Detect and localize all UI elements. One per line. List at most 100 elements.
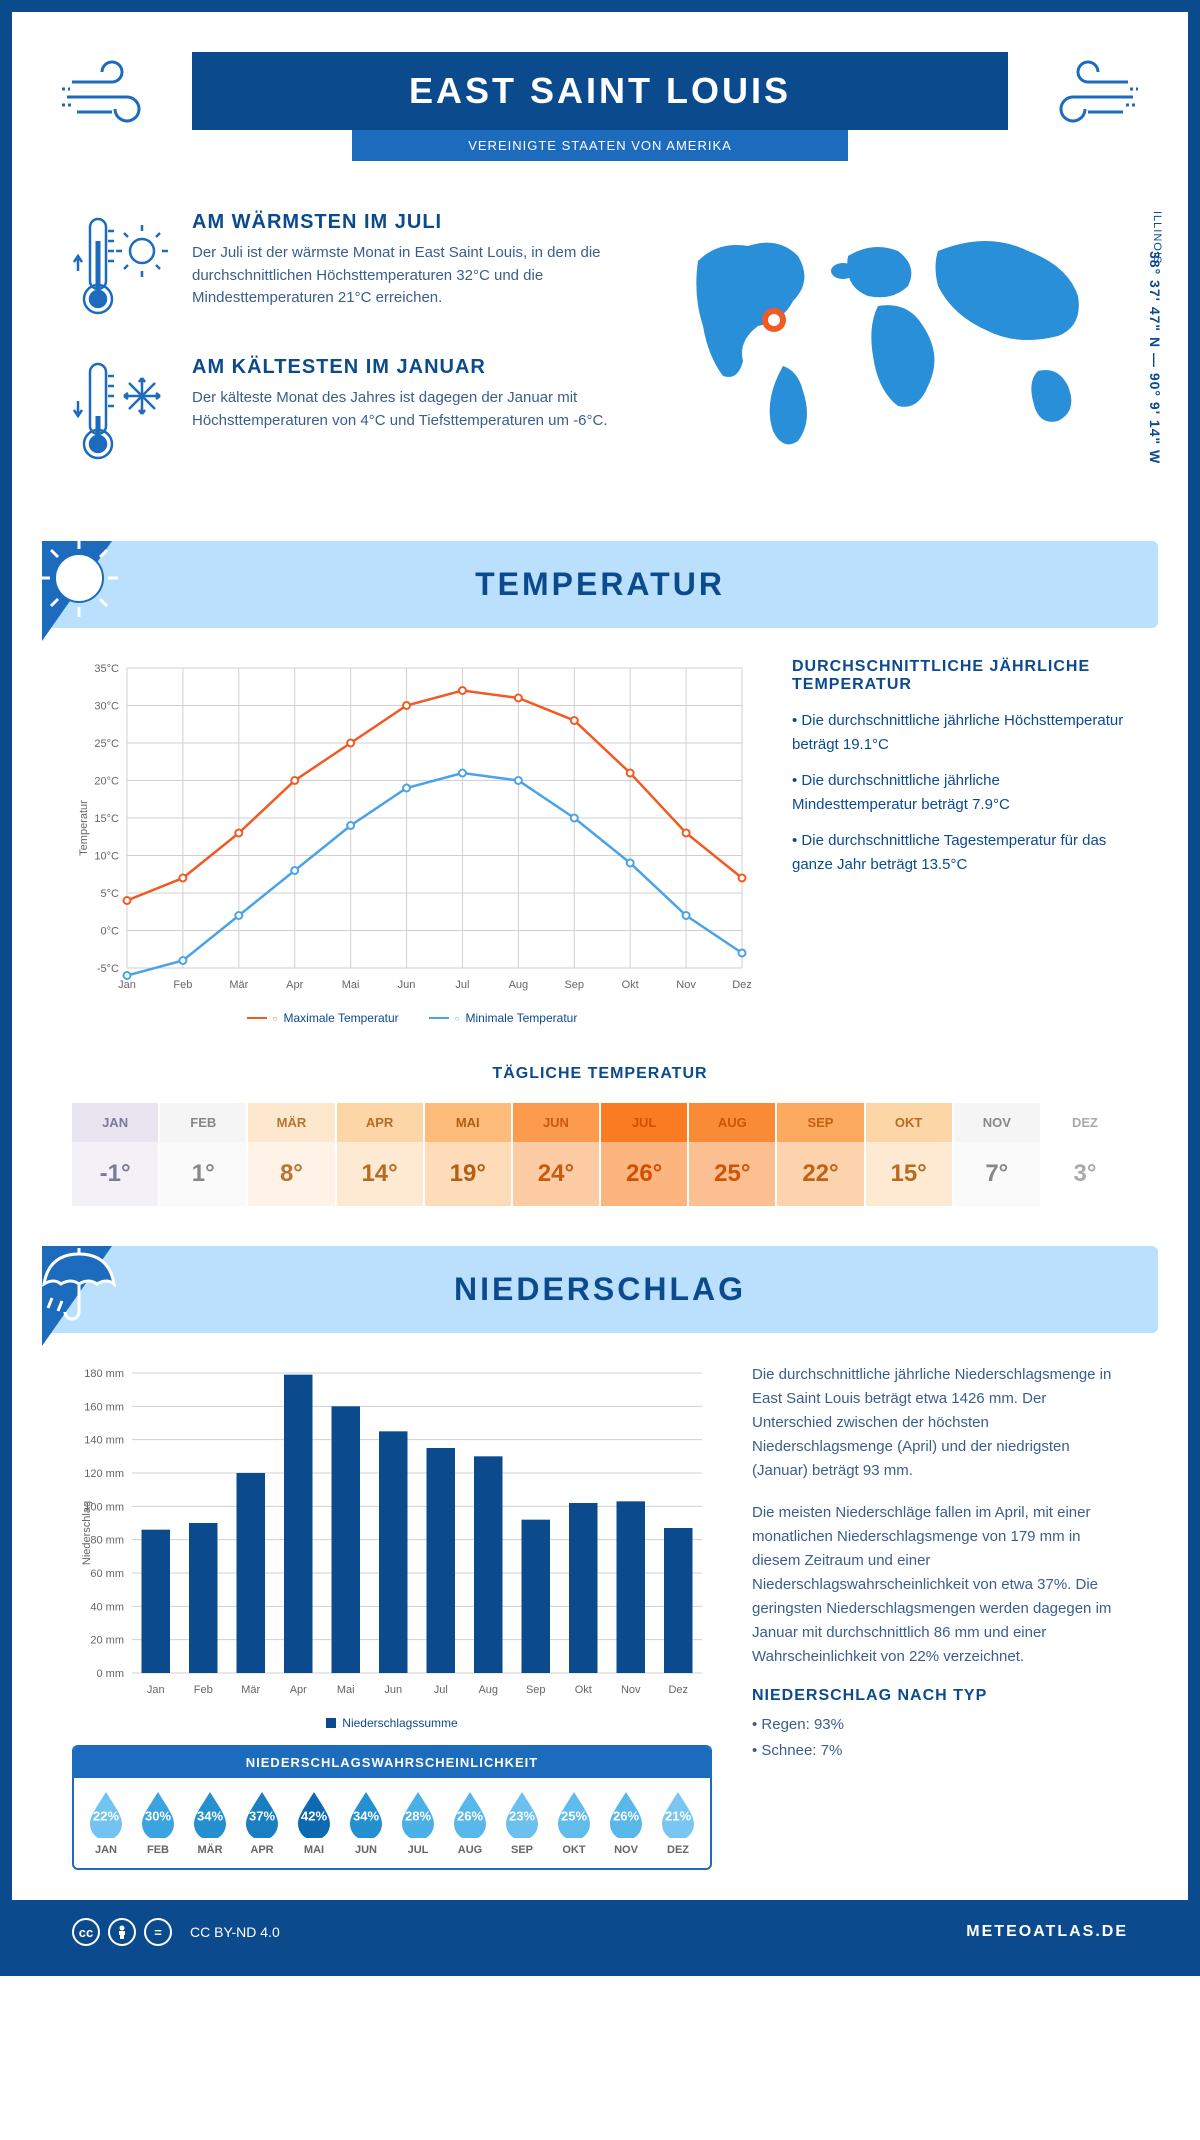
- precip-legend-label: Niederschlagssumme: [342, 1716, 457, 1730]
- svg-text:Feb: Feb: [173, 979, 192, 991]
- svg-text:180 mm: 180 mm: [84, 1368, 124, 1380]
- svg-text:40 mm: 40 mm: [90, 1601, 124, 1613]
- legend-max: Maximale Temperatur: [284, 1011, 399, 1025]
- license-icons: cc = CC BY-ND 4.0: [72, 1918, 280, 1946]
- svg-text:Okt: Okt: [622, 979, 639, 991]
- svg-text:Sep: Sep: [526, 1684, 546, 1696]
- probability-drop: 26% AUG: [446, 1790, 494, 1856]
- svg-text:10°C: 10°C: [94, 851, 119, 863]
- probability-drop: 28% JUL: [394, 1790, 442, 1856]
- precipitation-info: Die durchschnittliche jährliche Niedersc…: [752, 1363, 1128, 1870]
- precip-type-2: • Schnee: 7%: [752, 1739, 1128, 1763]
- license-text: CC BY-ND 4.0: [190, 1924, 280, 1940]
- probability-drop: 26% NOV: [602, 1790, 650, 1856]
- svg-text:Jul: Jul: [434, 1684, 448, 1696]
- world-map-icon: [668, 211, 1128, 471]
- coldest-text: Der kälteste Monat des Jahres ist dagege…: [192, 387, 608, 432]
- precipitation-chart: 0 mm20 mm40 mm60 mm80 mm100 mm120 mm140 …: [72, 1363, 712, 1870]
- precip-legend: Niederschlagssumme: [72, 1716, 712, 1730]
- footer: cc = CC BY-ND 4.0 METEOATLAS.DE: [12, 1900, 1188, 1964]
- coordinates: 38° 37' 47" N — 90° 9' 14" W: [1147, 251, 1163, 464]
- temperature-info: DURCHSCHNITTLICHE JÄHRLICHE TEMPERATUR •…: [792, 658, 1128, 1025]
- temp-cell: JUN 24°: [513, 1103, 599, 1206]
- cc-icon: cc: [72, 1918, 100, 1946]
- title-banner: EAST SAINT LOUIS: [192, 52, 1008, 130]
- svg-text:Okt: Okt: [575, 1684, 592, 1696]
- svg-text:Sep: Sep: [564, 979, 584, 991]
- coldest-content: AM KÄLTESTEN IM JANUAR Der kälteste Mona…: [192, 356, 608, 471]
- svg-text:30°C: 30°C: [94, 701, 119, 713]
- probability-drop: 22% JAN: [82, 1790, 130, 1856]
- daily-temp-title: TÄGLICHE TEMPERATUR: [72, 1065, 1128, 1083]
- svg-text:0 mm: 0 mm: [97, 1668, 125, 1680]
- temp-cell: AUG 25°: [689, 1103, 775, 1206]
- temp-bullet-2: • Die durchschnittliche jährliche Mindes…: [792, 769, 1128, 817]
- top-section: AM WÄRMSTEN IM JULI Der Juli ist der wär…: [12, 181, 1188, 541]
- probability-drop: 30% FEB: [134, 1790, 182, 1856]
- temp-cell: MAI 19°: [425, 1103, 511, 1206]
- svg-text:Nov: Nov: [676, 979, 696, 991]
- probability-drop: 34% MÄR: [186, 1790, 234, 1856]
- temp-cell: APR 14°: [337, 1103, 423, 1206]
- precip-section-title: NIEDERSCHLAG: [102, 1271, 1098, 1308]
- svg-text:Mär: Mär: [229, 979, 248, 991]
- temp-cell: JUL 26°: [601, 1103, 687, 1206]
- temp-bullet-3: • Die durchschnittliche Tagestemperatur …: [792, 829, 1128, 877]
- svg-text:140 mm: 140 mm: [84, 1435, 124, 1447]
- temperature-chart: -5°C0°C5°C10°C15°C20°C25°C30°C35°CJanFeb…: [72, 658, 752, 1025]
- svg-text:25°C: 25°C: [94, 738, 119, 750]
- probability-drop: 42% MAI: [290, 1790, 338, 1856]
- svg-text:Dez: Dez: [668, 1684, 688, 1696]
- probability-box: NIEDERSCHLAGSWAHRSCHEINLICHKEIT 22% JAN …: [72, 1745, 712, 1870]
- daily-temp-grid: JAN -1° FEB 1° MÄR 8° APR 14° MAI 19° JU…: [72, 1103, 1128, 1206]
- svg-text:Dez: Dez: [732, 979, 752, 991]
- thermometer-hot-icon: [72, 211, 172, 326]
- temp-cell: JAN -1°: [72, 1103, 158, 1206]
- svg-text:Mai: Mai: [342, 979, 360, 991]
- probability-row: 22% JAN 30% FEB 34% MÄR 37% APR: [74, 1778, 710, 1868]
- warmest-content: AM WÄRMSTEN IM JULI Der Juli ist der wär…: [192, 211, 608, 326]
- svg-text:Feb: Feb: [194, 1684, 213, 1696]
- sun-icon: [32, 531, 127, 626]
- svg-text:20°C: 20°C: [94, 776, 119, 788]
- probability-drop: 23% SEP: [498, 1790, 546, 1856]
- svg-text:Jun: Jun: [398, 979, 416, 991]
- by-icon: [108, 1918, 136, 1946]
- svg-text:120 mm: 120 mm: [84, 1468, 124, 1480]
- svg-text:Aug: Aug: [478, 1684, 498, 1696]
- temp-cell: FEB 1°: [160, 1103, 246, 1206]
- svg-text:Nov: Nov: [621, 1684, 641, 1696]
- temp-section-title: TEMPERATUR: [102, 566, 1098, 603]
- svg-text:Apr: Apr: [286, 979, 303, 991]
- svg-text:15°C: 15°C: [94, 813, 119, 825]
- svg-text:20 mm: 20 mm: [90, 1635, 124, 1647]
- header: EAST SAINT LOUIS VEREINIGTE STAATEN VON …: [12, 12, 1188, 181]
- svg-text:Mär: Mär: [241, 1684, 260, 1696]
- facts-column: AM WÄRMSTEN IM JULI Der Juli ist der wär…: [72, 211, 608, 501]
- probability-drop: 25% OKT: [550, 1790, 598, 1856]
- svg-text:Jan: Jan: [118, 979, 136, 991]
- site-name: METEOATLAS.DE: [966, 1923, 1128, 1941]
- svg-text:Jun: Jun: [384, 1684, 402, 1696]
- precipitation-header: NIEDERSCHLAG: [42, 1246, 1158, 1333]
- daily-temperature: TÄGLICHE TEMPERATUR JAN -1° FEB 1° MÄR 8…: [12, 1055, 1188, 1246]
- temp-info-title: DURCHSCHNITTLICHE JÄHRLICHE TEMPERATUR: [792, 658, 1128, 694]
- wind-icon-left: [62, 57, 172, 137]
- nd-icon: =: [144, 1918, 172, 1946]
- svg-text:-5°C: -5°C: [97, 963, 119, 975]
- svg-text:Jul: Jul: [455, 979, 469, 991]
- precip-para-2: Die meisten Niederschläge fallen im Apri…: [752, 1501, 1128, 1669]
- temperature-section: -5°C0°C5°C10°C15°C20°C25°C30°C35°CJanFeb…: [12, 628, 1188, 1055]
- probability-drop: 37% APR: [238, 1790, 286, 1856]
- precip-para-1: Die durchschnittliche jährliche Niedersc…: [752, 1363, 1128, 1483]
- svg-text:Aug: Aug: [509, 979, 529, 991]
- temp-cell: OKT 15°: [866, 1103, 952, 1206]
- temp-cell: SEP 22°: [777, 1103, 863, 1206]
- temp-cell: MÄR 8°: [248, 1103, 334, 1206]
- map-column: ILLINOIS 38° 37' 47" N — 90° 9' 14" W: [668, 211, 1128, 501]
- svg-text:35°C: 35°C: [94, 663, 119, 675]
- umbrella-icon: [32, 1236, 127, 1331]
- infographic-container: EAST SAINT LOUIS VEREINIGTE STAATEN VON …: [0, 0, 1200, 1976]
- thermometer-cold-icon: [72, 356, 172, 471]
- temp-cell: DEZ 3°: [1042, 1103, 1128, 1206]
